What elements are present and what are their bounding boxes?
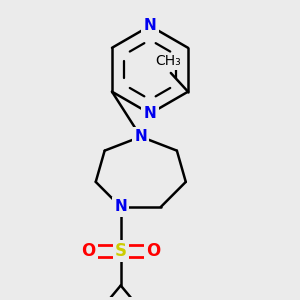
Text: N: N <box>114 200 127 214</box>
Text: S: S <box>115 242 127 260</box>
Text: CH₃: CH₃ <box>156 54 182 68</box>
Text: O: O <box>81 242 95 260</box>
Text: O: O <box>146 242 160 260</box>
Text: N: N <box>134 129 147 144</box>
Text: N: N <box>144 18 156 33</box>
Text: N: N <box>144 106 156 121</box>
